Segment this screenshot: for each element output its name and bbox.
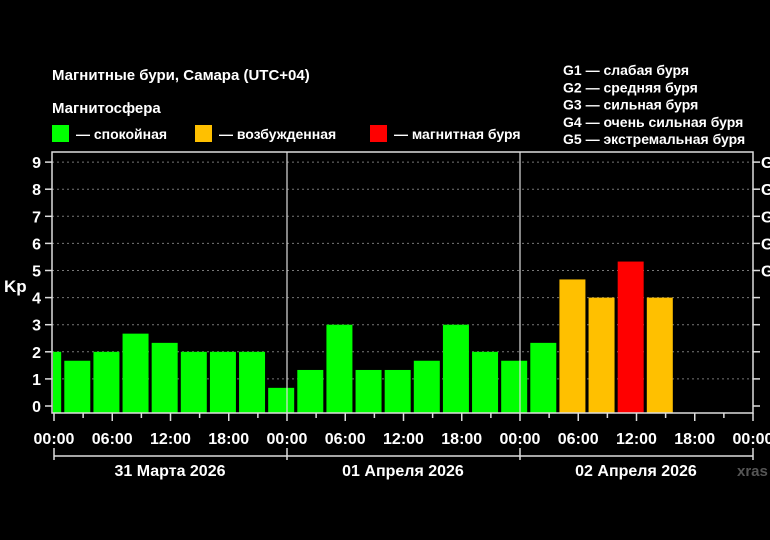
- bar-02.04 09:00: [588, 297, 615, 413]
- g-legend-item-4: G5 — экстремальная буря: [563, 131, 745, 147]
- legend-label-1: — возбужденная: [219, 126, 336, 142]
- right-tick-label: G3: [761, 209, 770, 226]
- x-tick-label: 06:00: [558, 431, 599, 448]
- legend-label-2: — магнитная буря: [394, 126, 521, 142]
- x-tick-label: 00:00: [267, 431, 308, 448]
- y-tick-label: 7: [32, 209, 41, 226]
- y-tick-label: 6: [32, 236, 41, 253]
- right-tick-label: G4: [761, 182, 770, 199]
- watermark: xras: [737, 463, 768, 480]
- g-legend-item-3: G4 — очень сильная буря: [563, 114, 743, 130]
- x-tick-label: 18:00: [441, 431, 482, 448]
- x-tick-label: 12:00: [150, 431, 191, 448]
- right-tick-label: G2: [761, 236, 770, 253]
- y-tick-label: 5: [32, 264, 41, 281]
- bar-31.03 15:00: [180, 351, 207, 413]
- axes: 0 1 2 3 4 5 6 7 8 9 G1 G2 G3 G4 G5 00:00 06:00 12:00 18:00…: [32, 151, 770, 480]
- day-label: 31 Марта 2026: [115, 463, 226, 480]
- bar-02.04 12:00: [617, 261, 644, 413]
- bar-02.04 15:00: [646, 297, 673, 413]
- bars: [53, 261, 673, 413]
- legend-swatch-2: [370, 125, 387, 142]
- g-legend-item-1: G2 — средняя буря: [563, 79, 698, 95]
- bar-01.04 15:00: [413, 360, 440, 413]
- x-tick-label: 12:00: [616, 431, 657, 448]
- chart-title: Магнитные бури, Самара (UTC+04): [52, 67, 310, 84]
- bar-01.04 12:00: [384, 369, 411, 413]
- x-tick-label: 00:00: [733, 431, 770, 448]
- x-tick-label: 06:00: [325, 431, 366, 448]
- y-tick-label: 3: [32, 318, 41, 335]
- g-legend-item-2: G3 — сильная буря: [563, 97, 698, 113]
- bar-31.03 12:00: [151, 342, 178, 413]
- g-legend-item-0: G1 — слабая буря: [563, 62, 689, 78]
- bar-31.03 06:00: [93, 351, 120, 413]
- bar-01.04 03:00: [297, 369, 324, 413]
- legend-label-0: — спокойная: [76, 126, 167, 142]
- legend: — спокойная — возбужденная — магнитная бур…: [52, 125, 521, 142]
- right-tick-label: G1: [761, 264, 770, 281]
- x-tick-label: 18:00: [674, 431, 715, 448]
- y-tick-label: 9: [32, 155, 41, 172]
- bar-01.04 18:00: [442, 324, 469, 413]
- bar-02.04 06:00: [559, 279, 586, 413]
- x-tick-label: 00:00: [500, 431, 541, 448]
- day-label: 02 Апреля 2026: [575, 463, 697, 480]
- y-tick-label: 2: [32, 345, 41, 362]
- y-axis-label: Kp: [4, 277, 27, 296]
- bar-31.03 00:00: [53, 351, 62, 413]
- bar-31.03 21:00: [239, 351, 266, 413]
- day-label: 01 Апреля 2026: [342, 463, 464, 480]
- bar-02.04 03:00: [530, 342, 557, 413]
- bar-31.03 09:00: [122, 333, 149, 413]
- x-tick-label: 06:00: [92, 431, 133, 448]
- x-tick-label: 12:00: [383, 431, 424, 448]
- legend-title: Магнитосфера: [52, 100, 161, 117]
- bar-31.03 03:00: [64, 360, 91, 413]
- y-tick-label: 1: [32, 372, 41, 389]
- right-tick-label: G5: [761, 155, 770, 172]
- y-tick-label: 0: [32, 399, 41, 416]
- legend-swatch-1: [195, 125, 212, 142]
- y-tick-label: 8: [32, 182, 41, 199]
- legend-swatch-0: [52, 125, 69, 142]
- bar-01.04 06:00: [326, 324, 353, 413]
- bar-31.03 18:00: [209, 351, 236, 413]
- bar-01.04 21:00: [472, 351, 499, 413]
- x-tick-label: 18:00: [208, 431, 249, 448]
- bar-02.04 00:00: [501, 360, 528, 413]
- bar-01.04 00:00: [268, 387, 295, 413]
- plot-frame: [51, 151, 754, 414]
- y-tick-label: 4: [32, 291, 41, 308]
- bar-01.04 09:00: [355, 369, 382, 413]
- x-tick-label: 00:00: [34, 431, 75, 448]
